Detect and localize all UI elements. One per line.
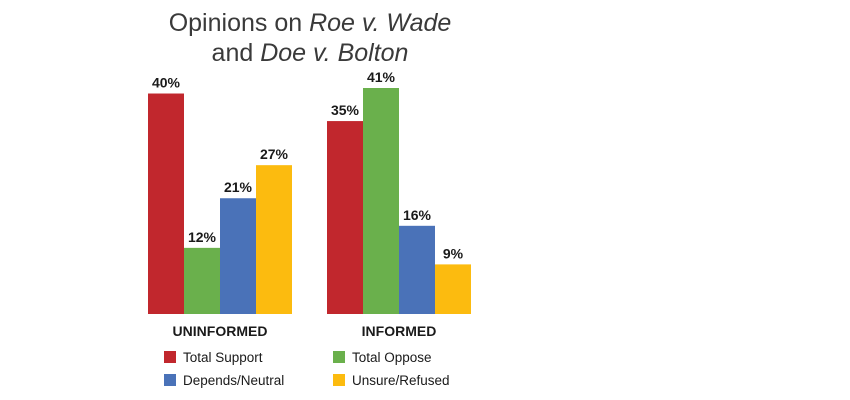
bar-informed-unsure-refused [435,264,471,314]
value-label-informed-unsure-refused: 9% [443,245,464,261]
legend-label-depends-neutral: Depends/Neutral [183,373,284,388]
value-label-uninformed-total-oppose: 12% [188,229,217,245]
value-label-uninformed-depends-neutral: 21% [224,179,253,195]
value-label-uninformed-total-support: 40% [152,75,181,91]
category-labels-layer: UNINFORMED INFORMED [173,323,437,339]
bar-uninformed-depends-neutral [220,198,256,314]
value-label-informed-total-support: 35% [331,102,360,118]
title-line-2: and Doe v. Bolton [212,39,409,67]
legend-swatch-unsure-refused [333,374,345,386]
bar-informed-total-support [327,121,363,314]
category-label-informed: INFORMED [362,323,437,339]
value-label-informed-total-oppose: 41% [367,69,396,85]
bar-uninformed-unsure-refused [256,165,292,314]
bar-informed-total-oppose [363,88,399,314]
bar-uninformed-total-support [148,93,184,314]
legend-item-total-support: Total Support [164,350,263,365]
legend-label-total-oppose: Total Oppose [352,350,432,365]
legend-swatch-total-oppose [333,351,345,363]
category-label-uninformed: UNINFORMED [173,323,268,339]
legend-label-total-support: Total Support [183,350,263,365]
legend-item-unsure-refused: Unsure/Refused [333,373,450,388]
legend: Total Support Total Oppose Depends/Neutral… [164,350,450,388]
title-line-1: Opinions on Roe v. Wade [169,9,452,37]
legend-label-unsure-refused: Unsure/Refused [352,373,450,388]
value-label-informed-depends-neutral: 16% [403,207,432,223]
legend-item-depends-neutral: Depends/Neutral [164,373,284,388]
value-labels-layer: 40% 12% 21% 27% 35% 41% 16% 9% [152,69,464,261]
legend-swatch-total-support [164,351,176,363]
bars-layer [148,88,471,314]
bar-informed-depends-neutral [399,225,435,314]
chart-title: Opinions on Roe v. Wade and Doe v. Bolto… [169,9,452,67]
legend-swatch-depends-neutral [164,374,176,386]
bar-uninformed-total-oppose [184,247,220,314]
value-label-uninformed-unsure-refused: 27% [260,146,289,162]
legend-item-total-oppose: Total Oppose [333,350,432,365]
